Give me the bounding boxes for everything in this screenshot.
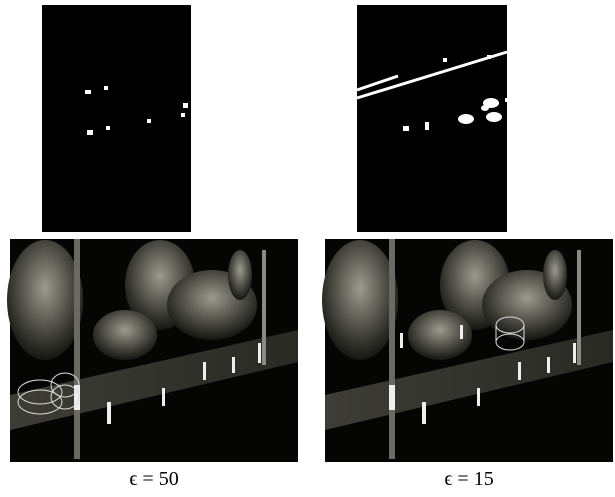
binary-image-right	[357, 5, 510, 232]
figure: ϵ = 50 ϵ = 15	[0, 0, 615, 497]
point-cloud-scene-left	[7, 239, 298, 462]
caption: ϵ = 15	[444, 468, 493, 490]
caption: ϵ = 50	[129, 468, 178, 490]
binary-image-left	[42, 5, 215, 232]
point-cloud-scene-right	[322, 239, 613, 462]
